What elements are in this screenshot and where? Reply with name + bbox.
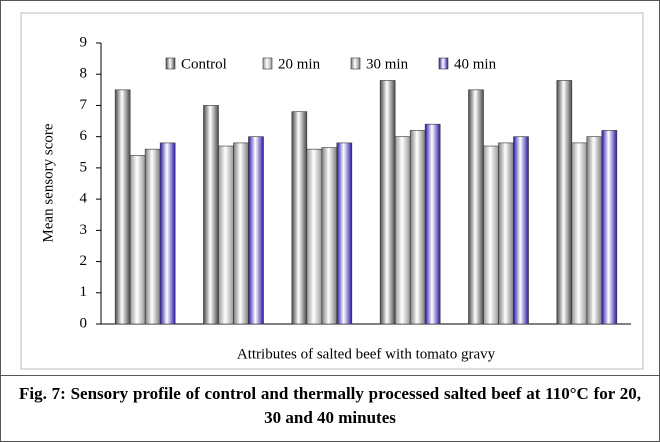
y-tick-label: 1 [80,284,88,300]
bar [291,111,308,325]
bar [394,136,411,325]
bar [601,130,618,325]
y-tick-label: 4 [80,191,88,207]
y-tick-label: 9 [80,34,88,50]
y-tick-label: 5 [80,159,88,175]
bar [203,105,219,325]
bar [586,136,603,325]
bar [159,142,176,325]
bar [379,80,396,325]
chart-frame [20,12,644,370]
bar [233,142,249,325]
y-tick-label: 2 [80,253,88,269]
bar [248,136,264,325]
caption: Fig. 7: Sensory profile of control and t… [1,375,659,441]
legend-swatch [350,57,361,70]
y-tick-label: 6 [80,128,88,144]
legend-label: Control [181,56,227,72]
y-tick-label: 0 [80,315,88,331]
bar [114,89,131,325]
bar [513,136,529,325]
y-tick-label: 3 [80,222,88,238]
legend-swatch [165,57,176,70]
bar [129,155,146,325]
legend-label: 40 min [454,56,497,72]
chart: Mean sensory score Attributes of salted … [20,12,644,370]
bar [424,123,441,325]
bar [336,142,353,325]
legend-swatch [262,57,273,70]
y-tick-label: 7 [80,97,88,113]
bar [571,142,588,325]
bar [409,130,426,325]
bar [306,148,323,325]
x-axis-label: Attributes of salted beef with tomato gr… [237,346,496,362]
bar [483,145,499,325]
bar [218,145,234,325]
bar [498,142,514,325]
bar [468,89,484,325]
bar [321,147,338,325]
bar [144,148,161,325]
y-axis-label: Mean sensory score [40,123,56,242]
legend-swatch [438,57,449,70]
y-tick-label: 8 [80,66,88,82]
bar [556,80,573,325]
legend-label: 20 min [278,56,321,72]
legend-label: 30 min [366,56,409,72]
